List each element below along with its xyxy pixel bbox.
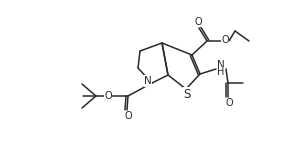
Text: N: N	[217, 60, 225, 70]
Text: H: H	[217, 67, 225, 77]
Text: O: O	[124, 111, 132, 121]
Text: S: S	[183, 87, 191, 100]
Text: O: O	[221, 35, 229, 45]
Text: O: O	[104, 91, 112, 101]
Text: N: N	[144, 76, 152, 86]
Text: O: O	[194, 17, 202, 27]
Text: O: O	[225, 98, 233, 108]
